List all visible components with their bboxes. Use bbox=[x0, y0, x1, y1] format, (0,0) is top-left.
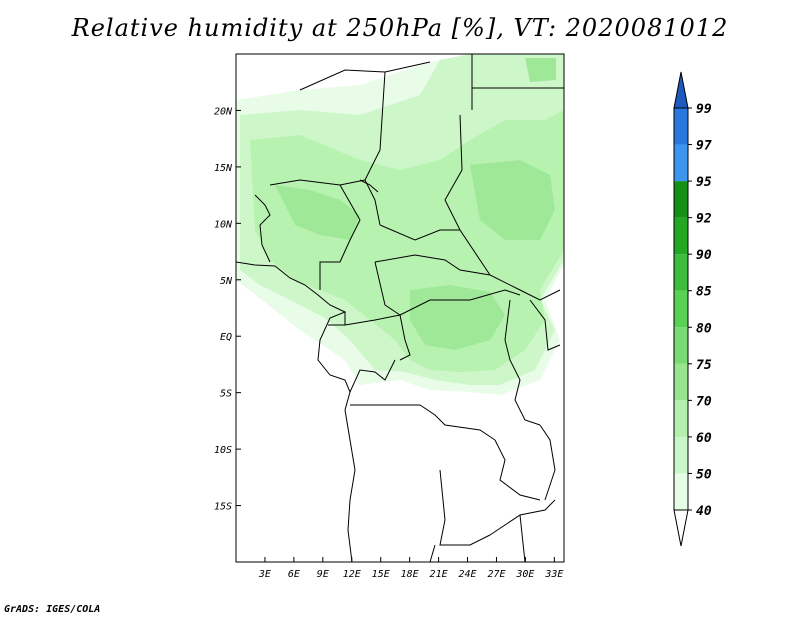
colorbar-label: 95 bbox=[696, 175, 712, 190]
colorbar-swatch bbox=[674, 217, 688, 255]
colorbar-swatch bbox=[674, 108, 688, 145]
colorbar-swatch bbox=[674, 363, 688, 401]
colorbar-label: 92 bbox=[696, 212, 712, 227]
colorbar-label: 85 bbox=[696, 285, 712, 300]
colorbar-swatch bbox=[674, 473, 688, 510]
colorbar: 40 50 60 70 75 80 85 90 92 95 97 99 bbox=[673, 71, 712, 547]
lon-tick-label: 6E bbox=[288, 569, 300, 580]
colorbar-swatch bbox=[674, 254, 688, 291]
colorbar-swatch bbox=[674, 290, 688, 328]
colorbar-label: 97 bbox=[696, 139, 712, 154]
lon-tick-label: 3E bbox=[258, 569, 271, 580]
lon-tick-label: 15E bbox=[372, 569, 390, 580]
colorbar-label: 40 bbox=[696, 504, 712, 519]
chart-title: Relative humidity at 250hPa [%], VT: 202… bbox=[71, 14, 729, 42]
colorbar-low-arrow bbox=[673, 509, 689, 547]
humidity-field bbox=[236, 54, 564, 395]
lon-tick-label: 24E bbox=[458, 569, 476, 580]
lon-tick-label: 30E bbox=[515, 569, 534, 580]
humidity-region-70 bbox=[525, 58, 556, 82]
colorbar-label: 50 bbox=[696, 467, 712, 482]
credit-text: GrADS: IGES/COLA bbox=[4, 604, 101, 615]
colorbar-swatch bbox=[674, 327, 688, 364]
colorbar-swatch bbox=[674, 400, 688, 437]
lat-tick-label: 15S bbox=[214, 502, 232, 513]
lon-tick-label: 12E bbox=[343, 569, 361, 580]
colorbar-label: 75 bbox=[696, 358, 712, 373]
country-borders bbox=[236, 54, 564, 562]
lat-tick-label: 10S bbox=[214, 445, 232, 456]
lat-tick-label: 5S bbox=[220, 389, 232, 400]
humidity-region-70 bbox=[470, 160, 555, 240]
lat-tick-label: 20N bbox=[214, 106, 233, 117]
lon-axis: 3E 6E 9E 12E 15E 18E 21E 24E 27E 30E 33E bbox=[258, 557, 563, 580]
lon-tick-label: 9E bbox=[317, 569, 329, 580]
humidity-region-70 bbox=[275, 185, 360, 240]
lat-tick-label: 15N bbox=[214, 163, 233, 174]
colorbar-high-arrow bbox=[673, 71, 689, 109]
lat-axis: 20N 15N 10N 5N EQ 5S 10S 15S bbox=[214, 106, 241, 513]
map-frame bbox=[235, 53, 565, 563]
lon-tick-label: 21E bbox=[430, 569, 448, 580]
lat-tick-label: 5N bbox=[220, 276, 233, 287]
lon-tick-label: 33E bbox=[544, 569, 563, 580]
lat-tick-label: EQ bbox=[220, 332, 232, 343]
colorbar-label: 60 bbox=[696, 431, 712, 446]
lon-tick-label: 27E bbox=[487, 569, 505, 580]
colorbar-swatch bbox=[674, 181, 688, 218]
colorbar-swatch bbox=[674, 436, 688, 474]
colorbar-label: 80 bbox=[696, 321, 712, 336]
colorbar-label: 99 bbox=[696, 102, 712, 117]
colorbar-label: 70 bbox=[696, 394, 712, 409]
lon-tick-label: 18E bbox=[401, 569, 419, 580]
lat-tick-label: 10N bbox=[214, 219, 233, 230]
colorbar-swatch bbox=[674, 144, 688, 182]
humidity-region-70 bbox=[410, 285, 505, 350]
colorbar-label: 90 bbox=[696, 248, 712, 263]
colorbar-outline bbox=[673, 107, 689, 511]
